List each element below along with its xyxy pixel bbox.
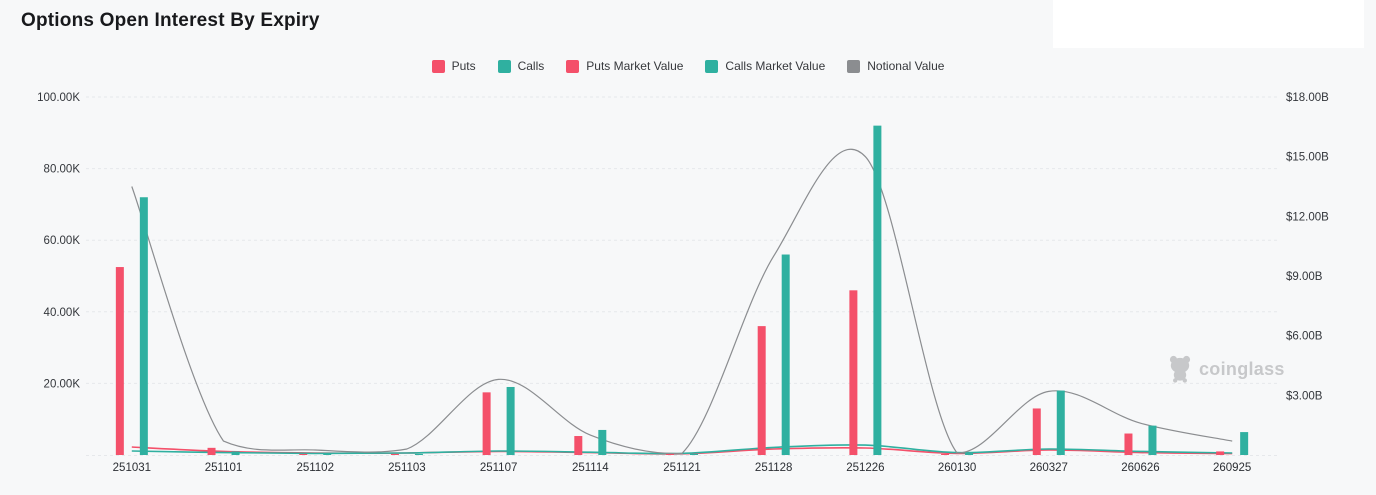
bar-puts-251107[interactable]: [482, 392, 491, 455]
x-axis-label-251102: 251102: [296, 462, 334, 474]
x-axis-label-260327: 260327: [1030, 462, 1068, 474]
x-axis-label-260925: 260925: [1213, 462, 1251, 474]
bar-calls-260327[interactable]: [1056, 390, 1065, 455]
bar-calls-251103[interactable]: [414, 453, 423, 455]
right-axis-label: $15.00B: [1286, 152, 1329, 164]
legend-swatch: [431, 59, 445, 73]
x-axis-label-251031: 251031: [113, 462, 151, 474]
bar-calls-251101[interactable]: [231, 451, 240, 455]
bar-calls-260626[interactable]: [1148, 425, 1157, 455]
x-axis-label-251226: 251226: [846, 462, 884, 474]
legend-swatch: [847, 59, 861, 73]
legend-label: Puts: [451, 59, 476, 73]
legend-item-calls[interactable]: Calls: [497, 59, 545, 73]
legend-item-calls-market-value[interactable]: Calls Market Value: [705, 59, 825, 73]
bar-puts-251102[interactable]: [299, 453, 308, 455]
bar-puts-251226[interactable]: [849, 290, 858, 455]
bar-puts-251101[interactable]: [207, 447, 216, 455]
left-axis-label: 100.00K: [37, 92, 80, 104]
coinglass-watermark: coinglass: [1167, 352, 1285, 386]
x-axis-label-251114: 251114: [572, 462, 609, 474]
bar-puts-251128[interactable]: [757, 326, 766, 455]
bar-puts-260626[interactable]: [1124, 433, 1133, 455]
right-axis-label: $18.00B: [1286, 92, 1329, 104]
legend-swatch: [566, 59, 580, 73]
legend-label: Notional Value: [867, 59, 945, 73]
bar-puts-251103[interactable]: [390, 454, 399, 455]
x-axis-label-260626: 260626: [1121, 462, 1159, 474]
x-axis-label-251101: 251101: [205, 462, 243, 474]
x-axis-label-251121: 251121: [663, 462, 701, 474]
bar-puts-260130[interactable]: [941, 453, 950, 455]
bar-calls-260130[interactable]: [965, 453, 974, 455]
legend-label: Puts Market Value: [586, 59, 684, 73]
bar-puts-260925[interactable]: [1216, 451, 1225, 455]
left-axis-label: 60.00K: [44, 235, 81, 247]
bar-calls-251128[interactable]: [781, 254, 790, 455]
right-axis-label: $12.00B: [1286, 211, 1329, 223]
legend-item-notional-value[interactable]: Notional Value: [847, 59, 944, 73]
bar-puts-251121[interactable]: [666, 454, 674, 455]
bar-calls-251102[interactable]: [323, 453, 332, 455]
legend-swatch: [497, 59, 511, 73]
legend-swatch: [705, 59, 719, 73]
page-title: Options Open Interest By Expiry: [21, 10, 320, 31]
x-axis-label-251107: 251107: [480, 462, 518, 474]
bar-calls-260925[interactable]: [1240, 432, 1249, 455]
right-axis-label: $6.00B: [1286, 331, 1323, 343]
bar-calls-251031[interactable]: [139, 197, 148, 456]
bar-calls-251121[interactable]: [690, 454, 698, 455]
legend-label: Calls: [517, 59, 545, 73]
line-notional-value[interactable]: [131, 148, 1233, 455]
bar-calls-251114[interactable]: [598, 429, 607, 455]
legend-label: Calls Market Value: [725, 59, 826, 73]
x-axis-label-260130: 260130: [938, 462, 976, 474]
bar-calls-251226[interactable]: [873, 125, 882, 455]
chart-legend: Puts Calls Puts Market Value Calls Market V…: [0, 59, 1376, 73]
bar-puts-251114[interactable]: [574, 436, 583, 455]
left-axis-label: 20.00K: [44, 378, 81, 390]
left-axis-label: 40.00K: [44, 307, 81, 319]
legend-item-puts-market-value[interactable]: Puts Market Value: [566, 59, 683, 73]
top-right-panel: [1053, 0, 1364, 48]
right-axis-label: $9.00B: [1286, 271, 1323, 283]
left-axis-label: 80.00K: [44, 164, 81, 176]
x-axis-label-251128: 251128: [755, 462, 793, 474]
coinglass-bear-icon: [1169, 355, 1191, 383]
bar-calls-251107[interactable]: [506, 386, 515, 455]
bar-puts-251031[interactable]: [115, 267, 124, 455]
legend-item-puts[interactable]: Puts: [431, 59, 476, 73]
right-axis-label: $3.00B: [1286, 390, 1323, 402]
x-axis-label-251103: 251103: [388, 462, 426, 474]
bar-puts-260327[interactable]: [1032, 408, 1041, 455]
coinglass-watermark-text: coinglass: [1199, 358, 1285, 379]
